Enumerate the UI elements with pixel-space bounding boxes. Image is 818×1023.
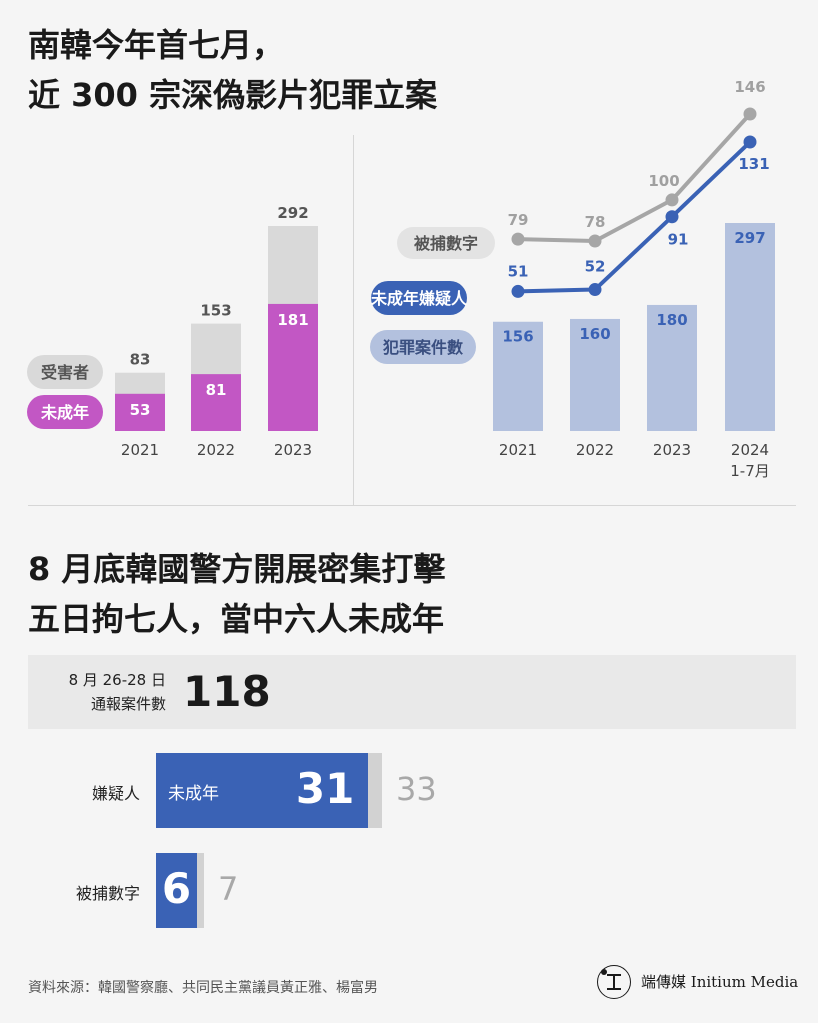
reports-summary: 8 月 26-28 日 通報案件數 118 <box>28 655 796 729</box>
minor-suspects-value-label-2024: 131 <box>738 155 769 173</box>
legend-victims-pill <box>27 355 103 389</box>
hbar-part-value-1: 6 <box>161 863 192 913</box>
arrests-value-label-2023: 100 <box>648 172 679 190</box>
cases-bar-2022 <box>570 318 620 431</box>
chart-title-bottom: 8 月底韓國警方開展密集打擊 五日拘七人，當中六人未成年 <box>28 544 445 644</box>
minor-suspects-value-label-2022: 52 <box>585 258 606 276</box>
hbar-part-bar-0: 未成年 31 <box>156 753 369 828</box>
x-tick-label-2024: 2024 <box>731 441 769 459</box>
legend-minor-victims-pill <box>27 395 103 429</box>
legend-cases-pill <box>370 330 476 364</box>
chart-title-top: 南韓今年首七月， 近 300 宗深偽影片犯罪立案 <box>28 20 437 120</box>
cases-chart: 156 2021 160 2022 180 2023 297 2024 1-7月 79 78 100 1… <box>370 78 775 480</box>
hbar-part-label-0: 未成年 <box>168 784 219 804</box>
victims-value-label-2022: 153 <box>200 302 231 320</box>
victims-value-label-2023: 292 <box>277 204 308 222</box>
victims-value-label-2021: 83 <box>130 351 151 369</box>
hbar-total-value-1: 7 <box>217 869 239 908</box>
legend-cases-label: 犯罪案件數 <box>382 338 463 357</box>
x-tick-label-2023: 2023 <box>274 441 312 459</box>
hbar-total-value-0: 33 <box>396 769 437 808</box>
title-bottom-line-2: 五日拘七人，當中六人未成年 <box>28 600 445 638</box>
x-tick-label-2021: 2021 <box>499 441 537 459</box>
minor-suspects-point-2024 <box>743 135 757 149</box>
vertical-divider <box>353 135 354 505</box>
minor-victims-value-label-2021: 53 <box>130 401 151 419</box>
horizontal-divider <box>28 505 796 506</box>
reports-summary-label-line-1: 8 月 26-28 日 <box>68 671 166 689</box>
legend-arrests-pill <box>397 227 495 259</box>
title-top-line-1: 南韓今年首七月， <box>28 26 285 64</box>
initium-logo-text: 端傳媒 Initium Media <box>641 973 799 991</box>
legend-minor-suspects-pill <box>371 281 467 315</box>
reports-summary-value: 118 <box>183 667 271 716</box>
hbar-row-label-0: 嫌疑人 <box>91 783 140 803</box>
title-bottom-line-1: 8 月底韓國警方開展密集打擊 <box>28 550 446 588</box>
legend-victims-label: 受害者 <box>41 363 89 382</box>
minor-victims-value-label-2023: 181 <box>277 311 308 329</box>
cases-bar-2023 <box>647 304 697 431</box>
initium-logo-icon <box>597 965 631 999</box>
x-tick-label-2022: 2022 <box>576 441 614 459</box>
minor-suspects-value-label-2021: 51 <box>508 262 529 280</box>
minor-victims-value-label-2022: 81 <box>206 381 227 399</box>
minor-suspects-point-2023 <box>665 210 679 224</box>
x-tick-label-2023: 2023 <box>653 441 691 459</box>
arrests-point-2023 <box>665 193 679 207</box>
minor-victims-bar-2022 <box>191 374 241 431</box>
minor-suspects-line <box>517 140 752 294</box>
arrests-value-label-2024: 146 <box>734 78 765 96</box>
legend-arrests-label: 被捕數字 <box>414 234 478 253</box>
arrests-value-label-2022: 78 <box>585 213 606 231</box>
minor-suspects-value-label-2023: 91 <box>668 231 689 249</box>
arrests-line <box>517 112 752 243</box>
arrests-value-label-2021: 79 <box>508 211 529 229</box>
title-top-line-2: 近 300 宗深偽影片犯罪立案 <box>28 76 438 114</box>
hbar-part-value-0: 31 <box>295 763 355 813</box>
minor-suspects-point-2021 <box>511 284 525 298</box>
legend-minor-victims-label: 未成年 <box>40 403 89 422</box>
source-note: 資料來源：韓國警察廳、共同民主黨議員黃正雅、楊富男 <box>28 980 378 996</box>
cases-bar-2021 <box>493 321 543 431</box>
arrests-point-2022 <box>588 234 602 248</box>
minor-victims-bar-2023 <box>268 303 318 431</box>
x-tick-label-2024-sub: 1-7月 <box>730 462 770 480</box>
cases-bar-2024 <box>725 223 775 431</box>
hbar-part-bar-1: 6 <box>156 853 198 928</box>
cases-value-label-2023: 180 <box>656 311 687 329</box>
minor-suspects-point-2022 <box>588 283 602 297</box>
x-tick-label-2021: 2021 <box>121 441 159 459</box>
x-tick-label-2022: 2022 <box>197 441 235 459</box>
arrests-point-2024 <box>743 107 757 121</box>
hbar-row-label-1: 被捕數字 <box>75 883 140 903</box>
minor-victims-bar-2021 <box>115 393 165 431</box>
cases-value-label-2024: 297 <box>734 229 765 247</box>
reports-summary-label-line-2: 通報案件數 <box>90 695 166 713</box>
cases-value-label-2022: 160 <box>579 325 610 343</box>
arrests-point-2021 <box>511 232 525 246</box>
cases-value-label-2021: 156 <box>502 328 533 346</box>
reports-summary-label: 8 月 26-28 日 通報案件數 <box>28 668 166 716</box>
legend-minor-suspects-label: 未成年嫌疑人 <box>370 289 468 308</box>
